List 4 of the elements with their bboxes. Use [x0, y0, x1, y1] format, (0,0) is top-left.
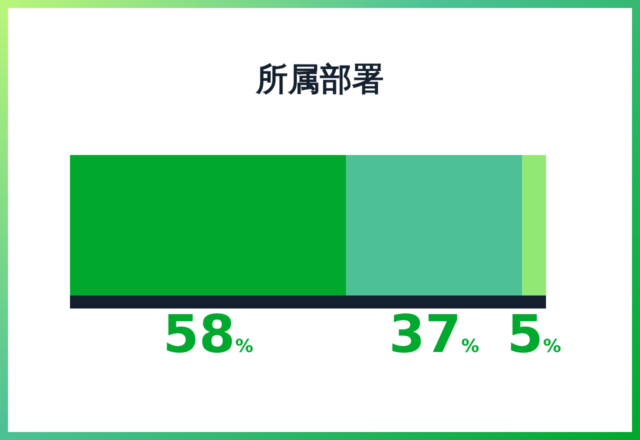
data-label: 58% — [162, 305, 254, 365]
chart-title: 所属部署 — [254, 59, 385, 100]
data-label: 5% — [506, 305, 562, 365]
data-label: 37% — [388, 305, 480, 365]
